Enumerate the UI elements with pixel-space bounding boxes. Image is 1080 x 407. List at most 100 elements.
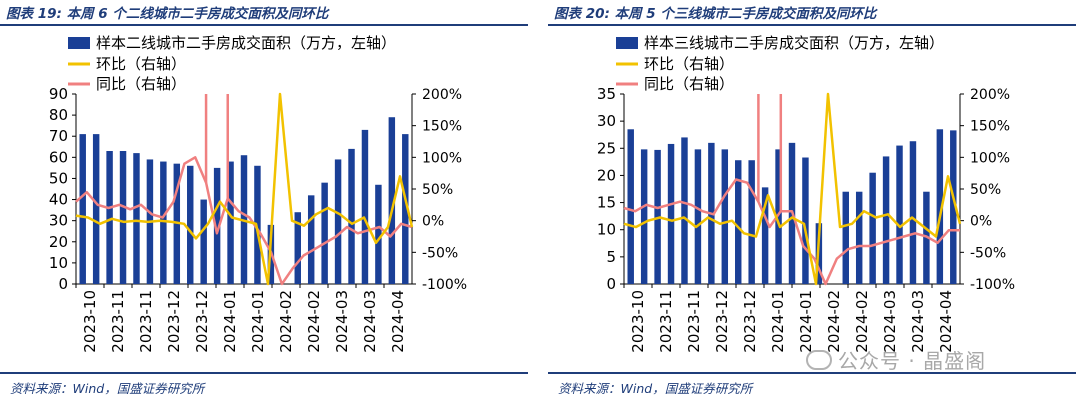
y-left-tick-label: 50 — [49, 169, 68, 187]
title-rule — [548, 24, 1076, 26]
bar — [348, 148, 355, 284]
y-left-tick-label: 10 — [49, 254, 68, 272]
x-tick-label: 2024-01 — [249, 290, 267, 353]
y-left-tick-label: 70 — [49, 127, 68, 145]
y-left-tick-label: 25 — [597, 139, 616, 157]
bar — [361, 129, 369, 284]
bar — [694, 149, 702, 284]
wechat-icon — [806, 350, 832, 370]
bar — [950, 130, 957, 284]
bar — [133, 153, 140, 284]
bar — [79, 134, 86, 284]
watermark: 公众号 · 晶盛阁 — [806, 345, 986, 374]
legend-swatch-bars — [68, 37, 90, 49]
x-tick-label: 2023-10 — [629, 290, 647, 353]
x-tick-label: 2023-10 — [81, 290, 99, 353]
bar — [681, 137, 688, 284]
bar — [936, 129, 944, 284]
bar — [869, 172, 876, 284]
mom-series-line — [75, 92, 414, 286]
x-tick-label: 2024-01 — [221, 290, 239, 353]
chart-panel-left: 图表 19: 本周 6 个二线城市二手房成交面积及同环比 0 10 20 30 40 50… — [0, 0, 530, 407]
bar — [896, 145, 903, 284]
y-left-tick-label: 90 — [49, 85, 68, 103]
bar — [388, 117, 396, 284]
y-right-tick-label: -100% — [970, 277, 1015, 293]
y-right-tick-label: 0% — [970, 214, 992, 230]
x-tick-label: 2024-03 — [333, 290, 351, 353]
y-left-tick-label: 20 — [49, 233, 68, 251]
chart-title: 图表 19: 本周 6 个二线城市二手房成交面积及同环比 — [6, 6, 329, 22]
y-left-tick-label: 0 — [58, 275, 68, 293]
source-label: 资料来源：Wind，国盛证券研究所 — [558, 381, 753, 396]
y-left-tick-label: 80 — [49, 106, 68, 124]
y-right-tick-label: 100% — [422, 150, 462, 166]
y-left-tick-label: 30 — [49, 212, 68, 230]
yoy-series-line — [75, 156, 413, 286]
y-right-tick-label: 150% — [970, 119, 1010, 135]
bar — [119, 151, 127, 284]
source-rule — [548, 372, 1076, 374]
chart-panel-right: 图表 20: 本周 5 个三线城市二手房成交面积及同环比 0 5 10 15 20 25 3… — [548, 0, 1078, 407]
bar — [307, 195, 315, 284]
x-tick-label: 2024-03 — [361, 290, 379, 353]
bar — [761, 187, 769, 284]
bar — [227, 161, 234, 284]
chart-title: 图表 20: 本周 5 个三线城市二手房成交面积及同环比 — [554, 6, 877, 22]
bar — [882, 156, 890, 284]
bar — [627, 129, 634, 284]
bar — [321, 182, 328, 284]
y-left-tick-label: 15 — [597, 194, 616, 212]
bar — [402, 134, 409, 284]
y-right-tick-label: 150% — [422, 119, 462, 135]
x-tick-label: 2024-03 — [881, 290, 899, 353]
legend-label-yoy: 同比（右轴） — [644, 75, 734, 93]
x-tick-label: 2023-11 — [657, 290, 675, 353]
x-tick-label: 2024-03 — [909, 290, 927, 353]
x-tick-label: 2024-02 — [277, 290, 295, 353]
bar — [334, 159, 342, 284]
x-tick-label: 2024-02 — [853, 290, 871, 353]
y-right-tick-label: 0% — [422, 214, 444, 230]
chart-svg: 0 10 20 30 40 50 60 70 80 90 -100% -50% 0% 50% 100% 150… — [49, 34, 467, 353]
y-right-tick-label: -50% — [970, 245, 1006, 261]
bar — [667, 143, 675, 284]
y-left-tick-label: 0 — [606, 275, 616, 293]
bar — [909, 141, 917, 284]
x-tick-label: 2024-04 — [937, 290, 955, 353]
y-right-tick-label: 200% — [970, 87, 1010, 103]
bar — [200, 199, 207, 284]
bar — [775, 149, 782, 284]
legend-swatch-bars — [616, 37, 638, 49]
y-right-tick-label: 50% — [422, 182, 453, 198]
x-tick-label: 2023-11 — [685, 290, 703, 353]
bar — [802, 157, 809, 284]
x-tick-label: 2023-12 — [741, 290, 759, 353]
y-left-tick-label: 40 — [49, 191, 68, 209]
y-right-tick-label: 100% — [970, 150, 1010, 166]
bar — [213, 167, 221, 284]
legend-label-bars: 样本三线城市二手房成交面积（万方，左轴） — [644, 34, 944, 52]
x-tick-label: 2023-12 — [713, 290, 731, 353]
mom-series-line — [623, 92, 962, 286]
bar — [735, 160, 742, 284]
bar — [92, 134, 100, 284]
bar — [294, 212, 301, 284]
y-right-tick-label: -50% — [422, 245, 458, 261]
bar — [187, 165, 194, 284]
source-label: 资料来源：Wind，国盛证券研究所 — [10, 381, 205, 396]
y-right-tick-label: 200% — [422, 87, 462, 103]
watermark-text: 公众号 · 晶盛阁 — [838, 349, 987, 373]
y-left-tick-label: 5 — [606, 248, 616, 266]
y-left-tick-label: 35 — [597, 85, 616, 103]
y-left-tick-label: 20 — [597, 166, 616, 184]
y-right-tick-label: 50% — [970, 182, 1001, 198]
legend-label-bars: 样本二线城市二手房成交面积（万方，左轴） — [96, 34, 396, 52]
legend-label-yoy: 同比（右轴） — [96, 75, 186, 93]
chart-svg: 0 5 10 15 20 25 30 35 -100% -50% 0% 50% 100% 150% 200%… — [597, 34, 1015, 353]
bar — [842, 191, 849, 284]
x-tick-label: 2024-04 — [389, 290, 407, 353]
bar — [855, 191, 863, 284]
bar — [640, 149, 648, 284]
x-tick-label: 2024-02 — [305, 290, 323, 353]
